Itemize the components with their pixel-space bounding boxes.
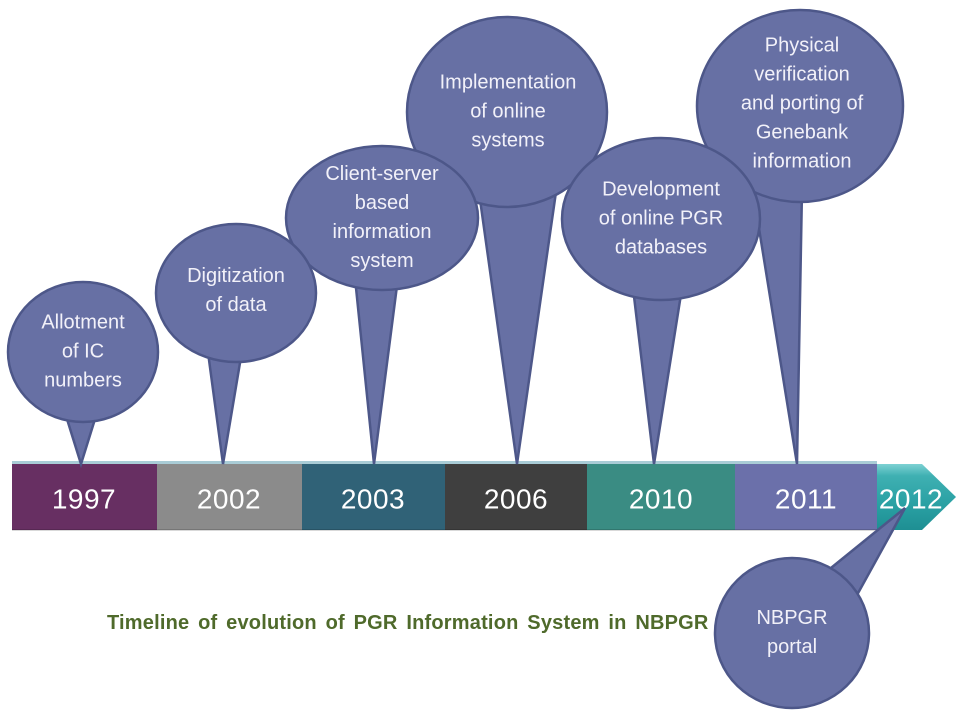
bubble-client-server-circle xyxy=(284,144,480,292)
year-label-2002: 2002 xyxy=(197,484,261,515)
timeline-segment-1997 xyxy=(12,464,157,530)
bubble-implementation xyxy=(405,15,609,465)
bubble-nbpgr-portal-circle xyxy=(713,556,871,710)
timeline-segment-2003 xyxy=(302,464,445,530)
timeline-segment-2011 xyxy=(735,464,877,530)
diagram-caption: Timeline of evolution of PGR Information… xyxy=(107,612,709,634)
bubble-client-server xyxy=(284,144,480,465)
bar-top-highlight xyxy=(12,461,877,465)
bubble-physical-verification xyxy=(695,8,905,465)
year-label-2012: 2012 xyxy=(879,484,943,515)
year-label-1997: 1997 xyxy=(52,484,116,515)
timeline-bar: 1997 2002 2003 2006 2010 2011 2012 xyxy=(12,461,956,531)
bar-bottom-shadow xyxy=(12,529,877,531)
bubble-digitization-circle xyxy=(154,222,318,364)
timeline-segment-2010 xyxy=(587,464,735,530)
timeline-segment-2006 xyxy=(445,464,587,530)
year-label-2010: 2010 xyxy=(629,484,693,515)
bubble-implementation-circle xyxy=(405,15,609,209)
bubble-implementation-tail xyxy=(476,183,559,465)
year-label-2003: 2003 xyxy=(341,484,405,515)
bubble-nbpgr-portal xyxy=(713,507,907,710)
bubble-allotment-circle xyxy=(6,280,160,424)
bubble-allotment xyxy=(6,280,160,469)
bubble-client-server-tail xyxy=(353,276,400,465)
year-label-2006: 2006 xyxy=(484,484,548,515)
timeline-segment-2002 xyxy=(157,464,302,530)
bubble-development xyxy=(560,136,762,465)
bubble-digitization xyxy=(154,222,318,465)
bubble-physical-verification-circle xyxy=(695,8,905,204)
year-label-2011: 2011 xyxy=(775,484,837,515)
bubble-development-circle xyxy=(560,136,762,302)
bubble-development-tail xyxy=(631,286,684,465)
